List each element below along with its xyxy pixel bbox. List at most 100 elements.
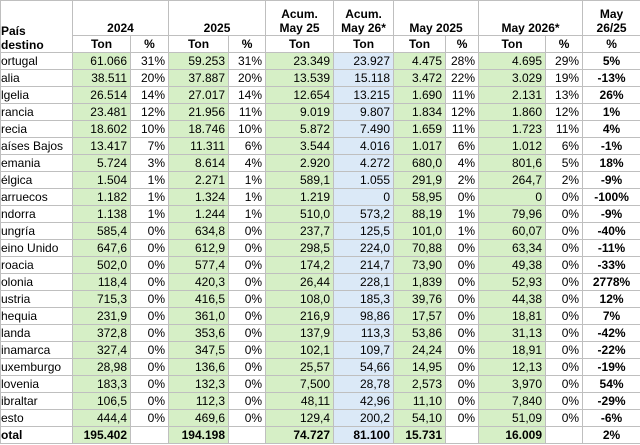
table-row: emania 5.724 3% 8.614 4% 2.920 4.272 680,0 4% 801… <box>0 154 640 172</box>
cell: 327,4 <box>72 341 131 359</box>
cell: 0% <box>129 375 170 393</box>
cell: 118,4 <box>72 273 131 291</box>
cell: 4.016 <box>333 137 395 155</box>
cell: 3.472 <box>393 69 447 87</box>
cell <box>545 426 584 444</box>
cell: 12% <box>582 290 640 308</box>
cell: 1% <box>445 222 480 240</box>
cell: 1.138 <box>72 205 131 223</box>
row-label: alia <box>0 69 73 87</box>
cell: 0% <box>445 392 480 410</box>
table-row: roacia 502,0 0% 577,4 0% 174,2 214,7 73,90 0% 49,… <box>0 256 640 274</box>
row-label: hequia <box>0 307 73 325</box>
table-row: rancia 23.481 12% 21.956 11% 9.019 9.807 1.834 1… <box>0 103 640 121</box>
table-row: ndorra 1.138 1% 1.244 1% 510,0 573,2 88,19 1% 79,… <box>0 205 640 223</box>
cell: 12,13 <box>478 358 547 376</box>
cell: 11% <box>545 120 584 138</box>
cell: 0% <box>445 290 480 308</box>
cell: 4.475 <box>393 52 447 70</box>
cell: 0% <box>545 256 584 274</box>
cell: 14% <box>129 86 170 104</box>
cell: -9% <box>582 171 640 189</box>
cell: 6% <box>445 137 480 155</box>
table-row: olonia 118,4 0% 420,3 0% 26,44 228,1 1,839 0% 52,… <box>0 273 640 291</box>
cell: -1% <box>582 137 640 155</box>
cell: 420,3 <box>168 273 230 291</box>
cell: 174,2 <box>265 256 335 274</box>
cell: 0% <box>545 358 584 376</box>
cell: 0% <box>545 290 584 308</box>
unit-header: Ton <box>333 35 395 53</box>
unit-header: Ton <box>478 35 547 53</box>
group-header: May 26/25 <box>582 0 640 36</box>
table-row: aíses Bajos 13.417 7% 11.311 6% 3.544 4.016 1.0… <box>0 137 640 155</box>
cell: 0% <box>545 375 584 393</box>
cell: 1.182 <box>72 188 131 206</box>
cell: 79,96 <box>478 205 547 223</box>
cell: 0% <box>445 324 480 342</box>
cell: 63,34 <box>478 239 547 257</box>
table-row: inamarca 327,4 0% 347,5 0% 102,1 109,7 24,24 0% 1… <box>0 341 640 359</box>
cell: 101,0 <box>393 222 447 240</box>
cell: 0% <box>129 358 170 376</box>
cell: 51,09 <box>478 409 547 427</box>
cell: 54,66 <box>333 358 395 376</box>
cell: 13% <box>545 86 584 104</box>
cell: 88,19 <box>393 205 447 223</box>
cell: 647,6 <box>72 239 131 257</box>
cell: 0% <box>545 392 584 410</box>
cell: 0% <box>129 273 170 291</box>
cell: 14% <box>228 86 267 104</box>
cell: 26% <box>582 86 640 104</box>
cell: 0% <box>445 273 480 291</box>
cell: 113,3 <box>333 324 395 342</box>
cell: 264,7 <box>478 171 547 189</box>
cell: 18,91 <box>478 341 547 359</box>
cell: 0% <box>545 205 584 223</box>
cell: 680,0 <box>393 154 447 172</box>
cell: 12% <box>445 103 480 121</box>
cell: 9.807 <box>333 103 395 121</box>
cell: 291,9 <box>393 171 447 189</box>
row-label: lovenia <box>0 375 73 393</box>
row-label: rancia <box>0 103 73 121</box>
cell: -40% <box>582 222 640 240</box>
cell: 18% <box>582 154 640 172</box>
cell: 0% <box>445 256 480 274</box>
group-header: Acum. May 26* <box>333 0 395 36</box>
cell: 577,4 <box>168 256 230 274</box>
cell: 0% <box>129 239 170 257</box>
cell: 1,839 <box>393 273 447 291</box>
cell: -11% <box>582 239 640 257</box>
cell: 5% <box>582 52 640 70</box>
table-row: ungría 585,4 0% 634,8 0% 237,7 125,5 101,0 1% 60,… <box>0 222 640 240</box>
cell: 23.349 <box>265 52 335 70</box>
table-row: arruecos 1.182 1% 1.324 1% 1.219 0 58,95 0% 0 0% -1… <box>0 188 640 206</box>
table-row: ustria 715,3 0% 416,5 0% 108,0 185,3 39,76 0% 44,… <box>0 290 640 308</box>
cell: 136,6 <box>168 358 230 376</box>
table-row: eino Unido 647,6 0% 612,9 0% 298,5 224,0 70,88 0… <box>0 239 640 257</box>
cell: 444,4 <box>72 409 131 427</box>
row-label: ibraltar <box>0 392 73 410</box>
cell: 2% <box>582 426 640 444</box>
cell: 13.417 <box>72 137 131 155</box>
cell: 11% <box>228 103 267 121</box>
cell: 0% <box>545 307 584 325</box>
cell: 5.872 <box>265 120 335 138</box>
cell: 23.481 <box>72 103 131 121</box>
cell: 0% <box>445 341 480 359</box>
cell: 0% <box>445 307 480 325</box>
table-row: alia 38.511 20% 37.887 20% 13.539 15.118 3.472 2… <box>0 69 640 87</box>
cell: 38.511 <box>72 69 131 87</box>
row-label: eino Unido <box>0 239 73 257</box>
cell: 125,5 <box>333 222 395 240</box>
cell: 29% <box>545 52 584 70</box>
cell: 1.860 <box>478 103 547 121</box>
cell: 31% <box>129 52 170 70</box>
cell: 3% <box>129 154 170 172</box>
cell: 585,4 <box>72 222 131 240</box>
group-header: Acum. May 25 <box>265 0 335 36</box>
table-row: hequia 231,9 0% 361,0 0% 216,9 98,86 17,57 0% 18,… <box>0 307 640 325</box>
row-label: lgelia <box>0 86 73 104</box>
cell: 1.055 <box>333 171 395 189</box>
